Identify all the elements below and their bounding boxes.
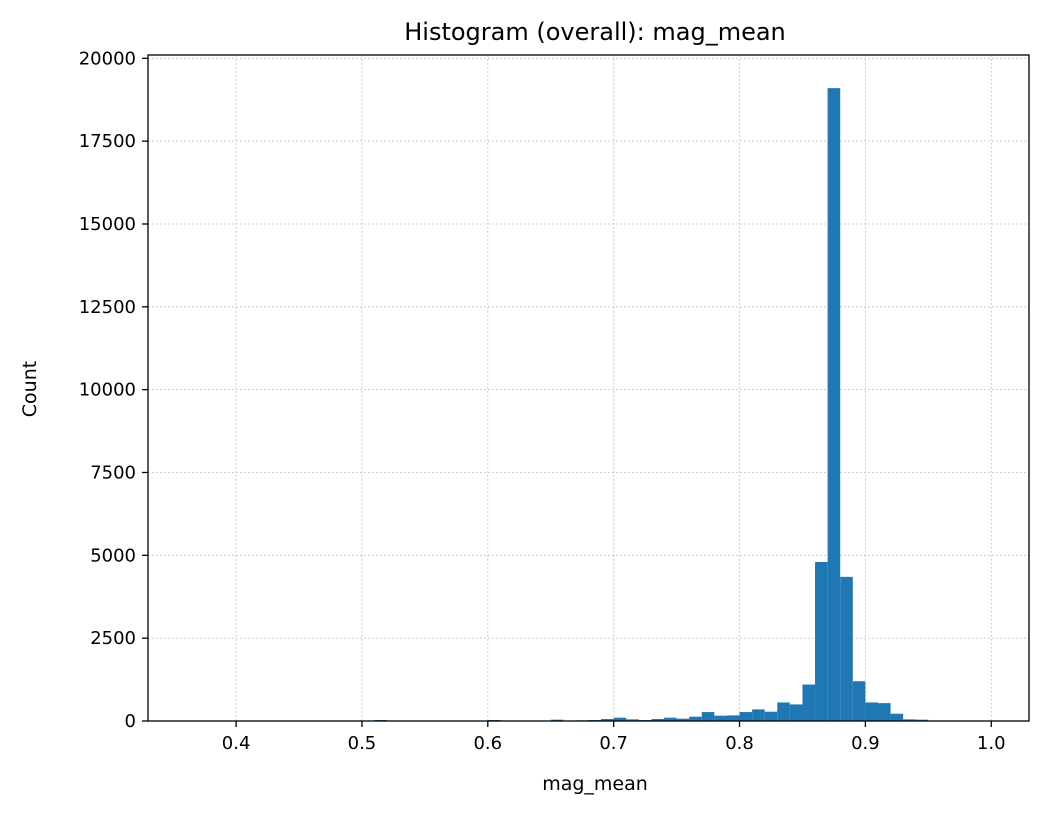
y-tick-label: 7500: [90, 462, 136, 483]
y-tick-label: 17500: [79, 131, 136, 152]
y-axis-ticks: 0 2500 5000 7500 10000 12500 15000 17500 20000: [79, 48, 148, 732]
grid-lines: [148, 55, 1029, 722]
histogram-bars: [185, 88, 992, 721]
histogram-bar: [626, 719, 639, 721]
x-tick-label: 0.4: [222, 733, 251, 754]
histogram-bar: [802, 684, 816, 721]
histogram-bar: [714, 715, 727, 721]
histogram-bar: [739, 712, 753, 721]
histogram-bar: [903, 719, 916, 721]
x-axis-label: mag_mean: [542, 773, 648, 795]
chart-title: Histogram (overall): mag_mean: [404, 18, 786, 46]
histogram-bar: [676, 718, 690, 721]
histogram-bar: [877, 703, 891, 721]
y-tick-label: 2500: [90, 628, 136, 649]
histogram-bar: [752, 709, 765, 721]
histogram-bar: [852, 681, 866, 721]
y-tick-label: 5000: [90, 545, 136, 566]
x-tick-label: 0.7: [599, 733, 628, 754]
x-tick-label: 0.5: [348, 733, 377, 754]
y-axis-label: Count: [19, 361, 41, 417]
y-tick-label: 15000: [79, 214, 136, 235]
histogram-bar: [726, 715, 740, 721]
histogram-bar: [689, 716, 702, 721]
x-tick-label: 0.6: [473, 733, 502, 754]
histogram-bar: [664, 717, 677, 721]
histogram-bar: [840, 576, 853, 721]
histogram-bar: [915, 719, 929, 721]
y-tick-label: 20000: [79, 48, 136, 69]
histogram-bar: [789, 704, 803, 721]
histogram-bar: [865, 702, 878, 721]
y-tick-label: 0: [125, 711, 136, 732]
histogram-bar: [827, 88, 841, 721]
histogram-bar: [651, 719, 665, 721]
plot-frame: [147, 54, 1030, 722]
histogram-bar: [701, 712, 715, 721]
histogram-bar: [815, 561, 828, 721]
histogram-bar: [764, 711, 778, 721]
x-tick-label: 0.9: [851, 733, 880, 754]
histogram-bar: [613, 717, 627, 721]
y-tick-label: 12500: [79, 297, 136, 318]
x-tick-label: 1.0: [977, 733, 1006, 754]
y-tick-label: 10000: [79, 380, 136, 401]
histogram-bar: [890, 713, 904, 721]
histogram-bar: [601, 719, 614, 721]
x-axis-ticks: 0.4 0.5 0.6 0.7 0.8 0.9 1.0: [222, 721, 1006, 754]
x-tick-label: 0.8: [725, 733, 754, 754]
histogram-bar: [777, 702, 790, 721]
histogram-bar: [550, 719, 564, 721]
